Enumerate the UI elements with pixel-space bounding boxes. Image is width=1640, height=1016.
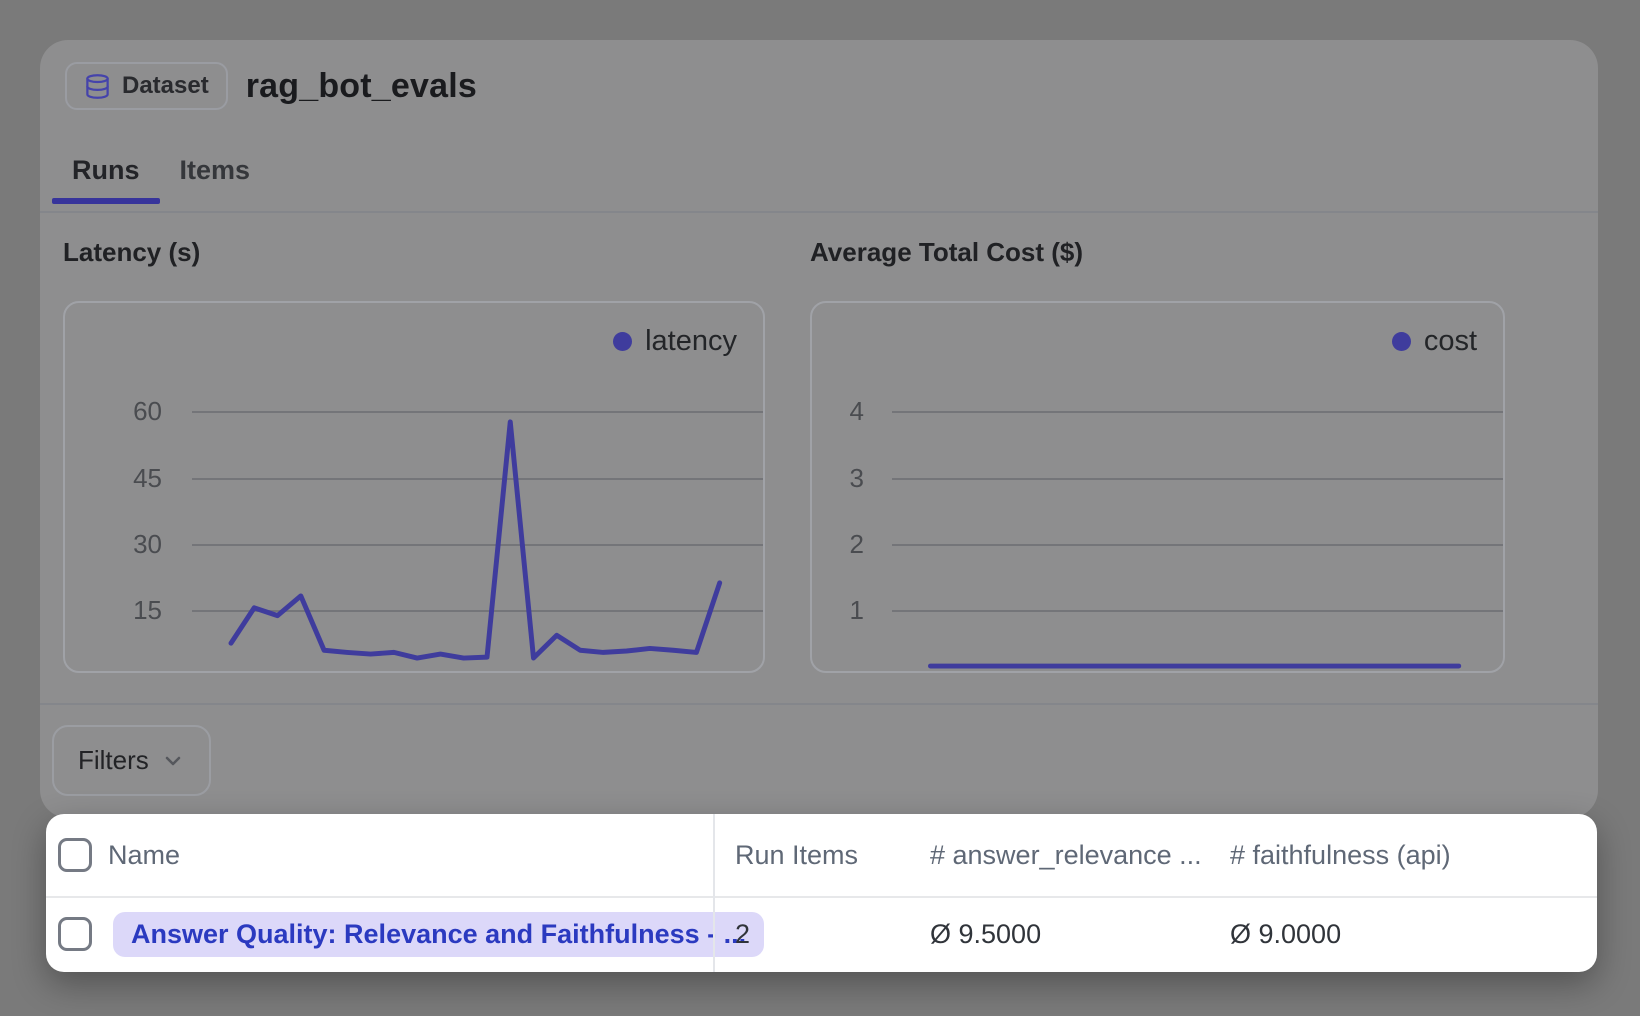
- latency-chart: latency 15 30 45 60: [63, 301, 765, 673]
- y-axis-tick-label: 1: [849, 595, 864, 626]
- filters-button[interactable]: Filters: [52, 725, 211, 796]
- dataset-badge-label: Dataset: [122, 72, 209, 99]
- run-name-link[interactable]: Answer Quality: Relevance and Faithfulne…: [113, 911, 765, 957]
- y-axis-tick-label: 30: [133, 528, 162, 559]
- row-select-cell: [46, 917, 108, 951]
- filters-button-label: Filters: [78, 745, 149, 775]
- latency-chart-block: Latency (s) latency 15 30 45 60: [63, 236, 765, 673]
- cost-legend-label: cost: [1423, 325, 1477, 357]
- gridline: [892, 411, 1503, 414]
- select-all-checkbox[interactable]: [58, 838, 92, 872]
- faithfulness-cell: Ø 9.0000: [1230, 918, 1342, 949]
- cost-chart: cost 1 2 3 4: [810, 301, 1505, 673]
- dataset-badge: Dataset: [65, 62, 228, 110]
- gridline: [192, 477, 763, 480]
- tab-items-label: Items: [179, 154, 251, 185]
- page-title: rag_bot_evals: [245, 66, 477, 105]
- database-icon: [86, 73, 109, 99]
- filters-section-divider: [40, 703, 1598, 705]
- column-header-faithfulness: # faithfulness (api): [1230, 839, 1451, 870]
- gridline: [892, 477, 1503, 480]
- legend-dot-icon: [613, 332, 633, 351]
- gridline: [892, 610, 1503, 613]
- legend-dot-icon: [1391, 332, 1411, 351]
- y-axis-tick-label: 60: [133, 396, 162, 427]
- gridline: [192, 543, 763, 546]
- charts-section: Latency (s) latency 15 30 45 60 Average Tot…: [63, 236, 1505, 673]
- cost-line: [927, 663, 1462, 669]
- tab-runs[interactable]: Runs: [52, 138, 160, 204]
- run-items-cell: 2: [735, 918, 751, 949]
- latency-line: [228, 419, 723, 661]
- column-divider: [713, 814, 715, 972]
- column-header-run-items: Run Items: [735, 839, 859, 870]
- latency-legend-label: latency: [645, 325, 737, 357]
- gridline: [892, 543, 1503, 546]
- gridline: [192, 610, 763, 613]
- tab-bar: Runs Items: [52, 138, 271, 204]
- run-name-cell: Answer Quality: Relevance and Faithfulne…: [108, 911, 765, 957]
- panel-header: Dataset rag_bot_evals: [65, 62, 477, 110]
- cost-legend: cost: [1391, 325, 1477, 358]
- y-axis-tick-label: 4: [849, 396, 864, 427]
- latency-chart-title: Latency (s): [63, 237, 201, 267]
- gridline: [192, 411, 763, 414]
- row-checkbox[interactable]: [58, 917, 92, 951]
- y-axis-tick-label: 15: [133, 595, 162, 626]
- table-header-row: Name Run Items # answer_relevance ... # …: [46, 814, 1597, 898]
- tab-bar-divider: [40, 211, 1598, 213]
- runs-table: Name Run Items # answer_relevance ... # …: [46, 814, 1597, 972]
- cost-chart-block: Average Total Cost ($) cost 1 2 3 4: [810, 236, 1505, 673]
- latency-legend: latency: [613, 325, 737, 358]
- dataset-panel: Dataset rag_bot_evals Runs Items Latency…: [40, 40, 1598, 972]
- answer-relevance-cell: Ø 9.5000: [930, 918, 1042, 949]
- y-axis-tick-label: 45: [133, 462, 162, 493]
- tab-items[interactable]: Items: [160, 138, 271, 202]
- select-all-cell: [46, 838, 108, 872]
- table-row[interactable]: Answer Quality: Relevance and Faithfulne…: [46, 898, 1597, 970]
- column-header-name: Name: [108, 839, 181, 870]
- chevron-down-icon: [165, 756, 181, 765]
- column-header-answer-relevance: # answer_relevance ...: [930, 839, 1202, 870]
- y-axis-tick-label: 2: [849, 528, 864, 559]
- y-axis-tick-label: 3: [849, 462, 864, 493]
- cost-chart-title: Average Total Cost ($): [810, 237, 1084, 267]
- tab-runs-label: Runs: [72, 154, 140, 185]
